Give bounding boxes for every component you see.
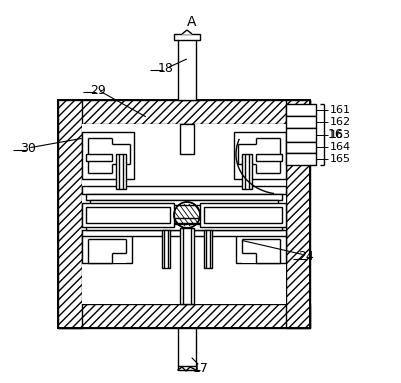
Bar bbox=[86, 194, 282, 200]
Bar bbox=[90, 218, 278, 223]
Bar bbox=[58, 100, 82, 328]
Bar bbox=[162, 230, 170, 268]
Bar bbox=[178, 38, 196, 100]
Text: 16: 16 bbox=[328, 128, 344, 141]
Text: 164: 164 bbox=[330, 142, 351, 152]
Bar bbox=[58, 100, 310, 328]
Bar bbox=[174, 34, 200, 40]
Text: 17: 17 bbox=[193, 362, 209, 375]
Bar bbox=[116, 154, 126, 189]
Bar bbox=[86, 207, 170, 223]
Bar bbox=[90, 200, 278, 205]
Bar bbox=[82, 233, 132, 263]
Text: A: A bbox=[187, 15, 197, 29]
Text: 165: 165 bbox=[330, 154, 351, 164]
Bar bbox=[234, 132, 286, 179]
Bar bbox=[286, 104, 316, 116]
Bar bbox=[286, 142, 316, 153]
Bar bbox=[242, 239, 280, 263]
Bar bbox=[236, 233, 286, 263]
Bar bbox=[82, 186, 286, 194]
Bar bbox=[118, 157, 124, 186]
Text: 163: 163 bbox=[330, 130, 351, 140]
Bar bbox=[82, 124, 286, 304]
Text: 161: 161 bbox=[330, 105, 351, 115]
Bar bbox=[204, 230, 212, 268]
Bar bbox=[58, 304, 310, 328]
Bar bbox=[242, 154, 252, 189]
Bar bbox=[86, 224, 282, 230]
Text: 30: 30 bbox=[20, 141, 36, 154]
Bar bbox=[178, 328, 196, 370]
Bar bbox=[86, 154, 112, 161]
Bar bbox=[238, 138, 278, 173]
Bar bbox=[286, 116, 316, 128]
Bar bbox=[286, 100, 310, 328]
Bar bbox=[82, 230, 286, 236]
Bar bbox=[58, 100, 310, 124]
Bar bbox=[82, 132, 134, 179]
Bar bbox=[88, 239, 126, 263]
Text: 18: 18 bbox=[158, 62, 174, 75]
Text: 24: 24 bbox=[298, 250, 314, 264]
Bar bbox=[256, 154, 282, 161]
Bar bbox=[286, 128, 316, 142]
Text: 29: 29 bbox=[90, 83, 106, 97]
Bar bbox=[88, 138, 128, 173]
Text: 162: 162 bbox=[330, 117, 351, 127]
Bar bbox=[286, 153, 316, 165]
Bar bbox=[200, 203, 286, 227]
Bar bbox=[82, 203, 174, 227]
Polygon shape bbox=[182, 30, 192, 34]
Bar bbox=[204, 207, 282, 223]
Bar bbox=[180, 228, 194, 304]
Bar bbox=[180, 124, 194, 154]
